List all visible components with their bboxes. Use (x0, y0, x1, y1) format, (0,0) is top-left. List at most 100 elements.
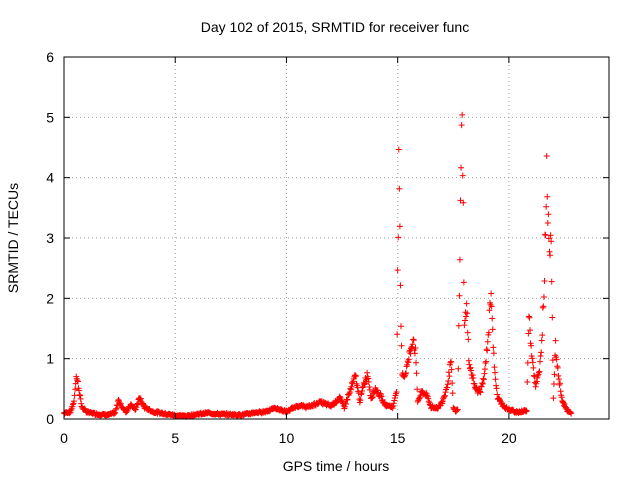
data-point (348, 383, 355, 390)
y-tick-labels: 0 1 2 3 4 5 6 (46, 49, 54, 427)
data-point (444, 384, 451, 391)
data-point (538, 337, 545, 344)
grid-lines (64, 57, 609, 419)
data-point (484, 347, 491, 354)
data-point (445, 378, 452, 385)
data-point (555, 376, 562, 383)
data-point (542, 232, 549, 239)
data-point (548, 238, 555, 245)
data-point (550, 381, 557, 388)
data-point (478, 383, 485, 390)
data-point (369, 394, 376, 401)
data-point (493, 382, 500, 389)
data-point (547, 232, 554, 239)
data-point (442, 389, 449, 396)
y-tick-label: 5 (46, 109, 54, 125)
data-point (553, 356, 560, 363)
data-point (532, 383, 539, 390)
data-point (480, 376, 487, 383)
data-point (477, 389, 484, 396)
y-tick-label: 3 (46, 230, 54, 246)
data-point (538, 349, 545, 356)
data-point (490, 350, 497, 357)
data-point (554, 363, 561, 370)
data-point (486, 307, 493, 314)
data-point (76, 391, 83, 398)
data-point (398, 323, 405, 330)
data-point (366, 386, 373, 393)
data-point (536, 368, 543, 375)
data-point (424, 392, 431, 399)
data-point (446, 373, 453, 380)
data-point (434, 405, 441, 412)
data-point (123, 409, 130, 416)
data-point (567, 409, 574, 416)
data-point (545, 211, 552, 218)
data-point (410, 336, 417, 343)
data-point (557, 388, 564, 395)
data-point (441, 392, 448, 399)
data-point (525, 313, 532, 320)
data-point (463, 313, 470, 320)
data-point (339, 399, 346, 406)
data-point (66, 410, 73, 417)
data-point (71, 398, 78, 405)
data-point (133, 404, 140, 411)
data-point (352, 372, 359, 379)
data-point (482, 360, 489, 367)
data-point (459, 172, 466, 179)
data-point (78, 400, 85, 407)
data-point (448, 366, 455, 373)
data-point (544, 219, 551, 226)
data-point (357, 397, 364, 404)
data-point (74, 377, 81, 384)
data-point (394, 331, 401, 338)
data-point (138, 399, 145, 406)
data-point (461, 322, 468, 329)
data-point (356, 396, 363, 403)
data-point (115, 396, 122, 403)
data-point (488, 290, 495, 297)
data-point (491, 369, 498, 376)
data-point (397, 282, 404, 289)
data-point (72, 386, 79, 393)
data-point (549, 357, 556, 364)
data-point (467, 364, 474, 371)
data-point (523, 407, 530, 414)
data-point (470, 375, 477, 382)
data-point (481, 366, 488, 373)
data-point (523, 408, 530, 415)
data-point (393, 389, 400, 396)
data-point (476, 388, 483, 395)
data-point (77, 392, 84, 399)
data-point (554, 364, 561, 371)
data-point (533, 378, 540, 385)
data-point (535, 369, 542, 376)
data-point (539, 332, 546, 339)
x-tick-label: 20 (501, 430, 517, 446)
x-tick-label: 0 (60, 430, 68, 446)
data-point (490, 344, 497, 351)
data-point (391, 397, 398, 404)
data-point (74, 378, 81, 385)
data-point (461, 317, 468, 324)
data-point (394, 267, 401, 274)
data-point (459, 111, 466, 118)
data-point (543, 153, 550, 160)
data-point (449, 380, 456, 387)
data-point (494, 391, 501, 398)
data-point (73, 375, 80, 382)
data-point (377, 390, 384, 397)
data-point (458, 122, 465, 129)
data-point (359, 384, 366, 391)
data-point (117, 400, 124, 407)
data-point (414, 386, 421, 393)
data-point (390, 402, 397, 409)
data-point (492, 376, 499, 383)
data-point (483, 358, 490, 365)
data-point (365, 378, 372, 385)
data-point (484, 338, 491, 345)
data-point (336, 393, 343, 400)
data-point (369, 395, 376, 402)
